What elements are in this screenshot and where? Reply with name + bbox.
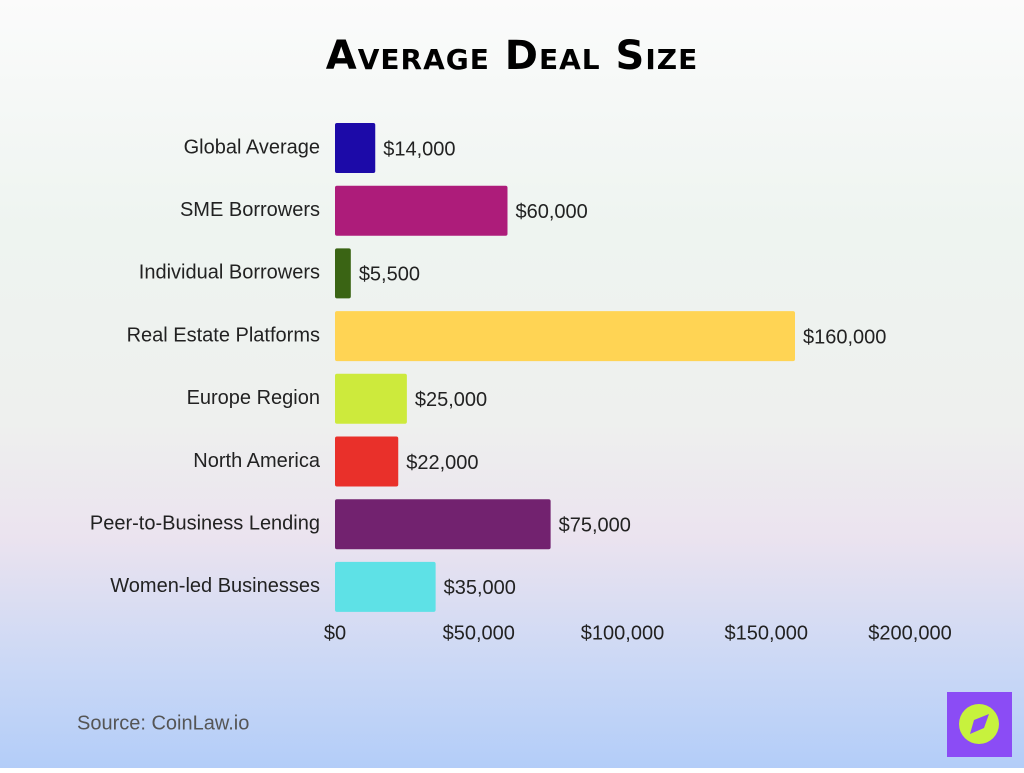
value-label: $60,000 [516,201,588,223]
y-tick-label: SME Borrowers [180,199,320,221]
bar [335,436,399,487]
value-label: $160,000 [803,326,886,348]
x-tick-label: $0 [324,622,346,644]
y-tick-label: North America [193,450,321,472]
bar [335,499,551,550]
value-label: $35,000 [444,577,516,599]
bar [335,373,407,424]
x-tick-label: $100,000 [581,622,664,644]
bar [335,185,508,236]
value-label: $5,500 [359,264,420,286]
y-tick-label: Europe Region [187,387,320,409]
logo [947,692,1012,757]
value-label: $22,000 [406,452,478,474]
bar [335,123,376,173]
y-tick-label: Individual Borrowers [139,262,320,284]
source-note: Source: CoinLaw.io [77,712,249,734]
y-tick-label: Real Estate Platforms [127,324,320,346]
logo-needle [970,714,989,734]
chart-title: Average Deal Size [326,33,698,79]
value-label: $75,000 [559,514,631,536]
bar [335,561,436,612]
value-label: $25,000 [415,389,487,411]
bar [335,248,351,299]
x-tick-label: $150,000 [725,622,808,644]
value-label: $14,000 [383,138,455,160]
x-tick-label: $50,000 [443,622,515,644]
y-tick-label: Peer-to-Business Lending [90,512,320,534]
y-tick-label: Women-led Businesses [110,575,320,597]
y-tick-label: Global Average [184,136,320,158]
bar [335,311,795,362]
x-tick-label: $200,000 [868,622,951,644]
